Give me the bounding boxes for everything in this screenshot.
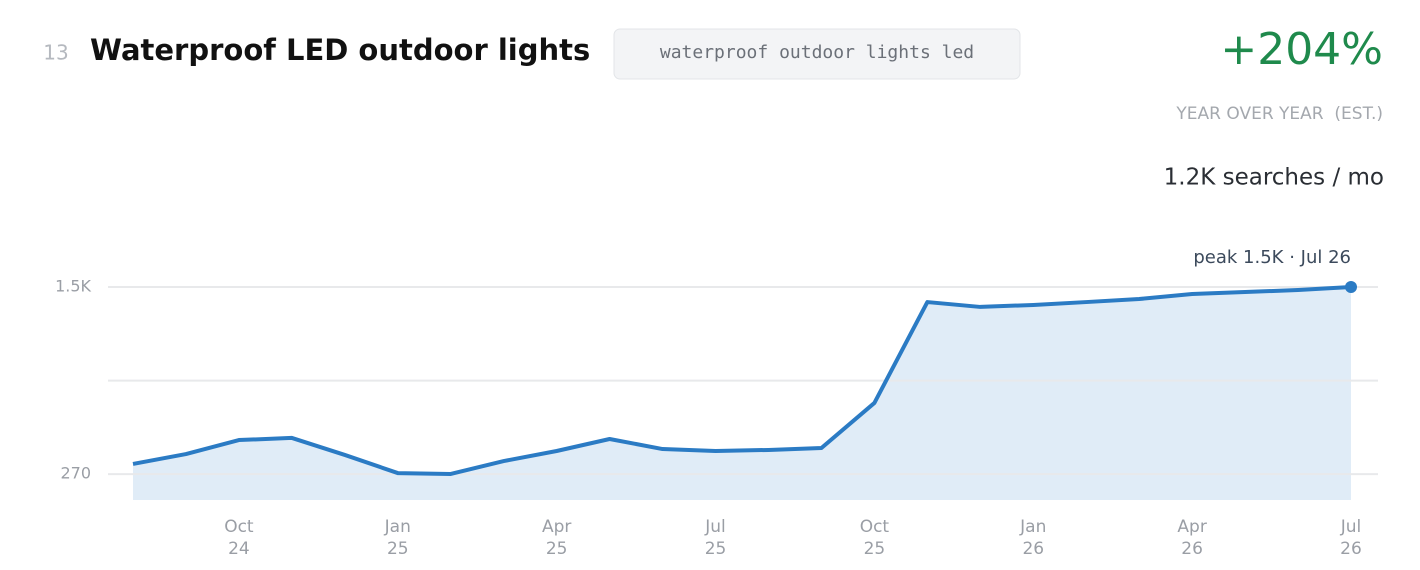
- peak-dot: [1345, 281, 1357, 293]
- annotation: peak 1.5K · Jul 26: [1193, 247, 1351, 268]
- x-tick-label: Apr: [1177, 517, 1206, 537]
- x-tick-label: 25: [705, 539, 727, 559]
- x-tick-label: 25: [864, 539, 886, 559]
- x-tick-label: Oct: [224, 517, 254, 537]
- y-tick-label: 1.5K: [55, 277, 91, 296]
- x-tick-label: Jan: [1019, 517, 1046, 537]
- area: [133, 287, 1351, 500]
- x-tick-label: 25: [387, 539, 409, 559]
- x-tick-label: Jul: [704, 517, 726, 537]
- x-tick-label: Oct: [860, 517, 890, 537]
- volume: 1.2K searches / mo: [1164, 165, 1384, 191]
- x-tick-label: Apr: [542, 517, 571, 537]
- chart-title: Waterproof LED outdoor lights: [90, 33, 590, 67]
- rank: 13: [43, 41, 68, 65]
- keyword-tag: [613, 28, 1021, 80]
- x-tick-label: Jul: [1340, 517, 1362, 537]
- growth: +204%: [1220, 24, 1383, 75]
- x-tick-label: 25: [546, 539, 568, 559]
- x-tick-label: 26: [1340, 539, 1362, 559]
- growth-caption: YEAR OVER YEAR (EST.): [1175, 104, 1383, 124]
- x-tick-label: 24: [228, 539, 250, 559]
- x-tick-label: 26: [1181, 539, 1203, 559]
- y-tick-label: 270: [60, 464, 91, 483]
- line: [132, 285, 1352, 476]
- keyword: waterproof outdoor lights led: [660, 42, 974, 63]
- x-tick-label: Jan: [384, 517, 411, 537]
- x-tick-label: 26: [1022, 539, 1044, 559]
